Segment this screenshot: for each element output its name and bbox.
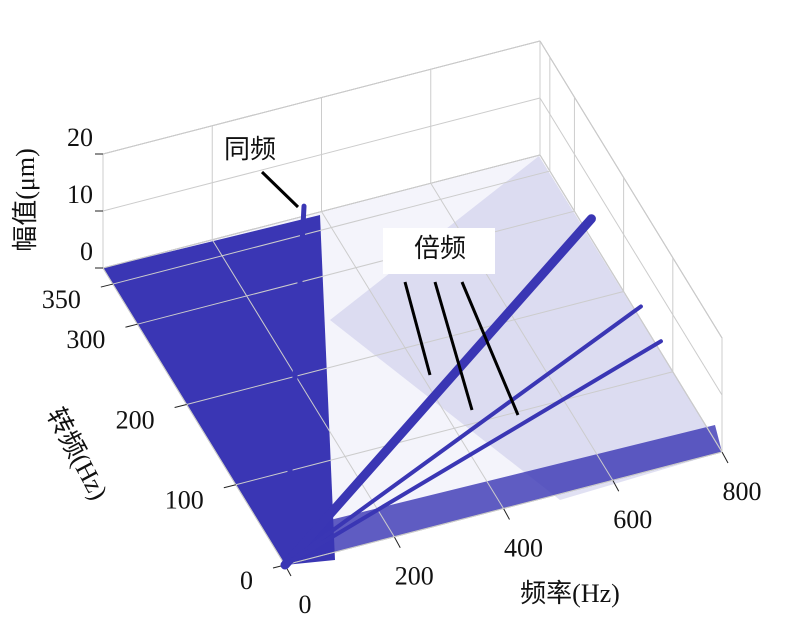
dense-strip: [285, 425, 722, 565]
x-tick-label: 800: [723, 477, 762, 506]
y-tick: [100, 283, 113, 288]
grid-line: [102, 97, 541, 212]
annotation-line: [403, 281, 432, 376]
annotation-box: [383, 228, 495, 274]
grid-line: [102, 267, 286, 566]
y-tick: [125, 323, 138, 328]
ridge: [283, 304, 643, 567]
x-tick: [393, 536, 401, 548]
x-tick-label: 0: [299, 590, 312, 619]
y-tick-label: 200: [116, 405, 155, 434]
x-tick: [612, 480, 620, 492]
x-tick: [721, 451, 729, 464]
grid-line: [211, 239, 395, 538]
y-tick-label: 100: [165, 486, 204, 515]
grid: [95, 40, 729, 577]
z-axis-label: 幅值(μm): [11, 148, 40, 251]
speckle-region: [330, 156, 722, 500]
ridge: [283, 339, 663, 567]
dense-region: [103, 215, 335, 565]
z-tick-label: 0: [80, 237, 93, 266]
grid-line: [235, 371, 673, 486]
grid-line: [102, 40, 541, 155]
ridge: [282, 203, 307, 568]
marks: [280, 203, 663, 570]
ridge: [280, 214, 596, 570]
x-axis-label: 频率(Hz): [520, 579, 620, 608]
grid-line: [539, 154, 723, 453]
grid-line: [112, 170, 550, 285]
annotation-arrow: [260, 170, 300, 209]
annotation: 倍频: [414, 234, 466, 263]
y-tick-label: 350: [42, 285, 81, 314]
grid-line: [102, 154, 541, 269]
annotation-line: [433, 281, 474, 411]
y-tick-label: 300: [66, 325, 105, 354]
grid-line: [137, 210, 575, 325]
annotation: 同频: [224, 135, 276, 164]
z-tick-label: 20: [67, 123, 93, 152]
z-tick-label: 10: [67, 180, 93, 209]
x-tick-label: 600: [613, 505, 652, 534]
x-tick-label: 400: [504, 533, 543, 562]
x-tick-label: 200: [395, 562, 434, 591]
grid-line: [186, 290, 624, 405]
grid-line: [284, 451, 723, 566]
annotation-line: [460, 281, 520, 416]
grid-line: [539, 97, 723, 396]
y-tick-label: 0: [240, 566, 253, 595]
y-tick: [223, 484, 236, 489]
x-tick: [503, 508, 510, 520]
y-axis-label: 转频(Hz): [41, 403, 113, 505]
y-tick: [174, 403, 187, 408]
grid-line: [539, 40, 723, 339]
grid-line: [321, 211, 504, 509]
